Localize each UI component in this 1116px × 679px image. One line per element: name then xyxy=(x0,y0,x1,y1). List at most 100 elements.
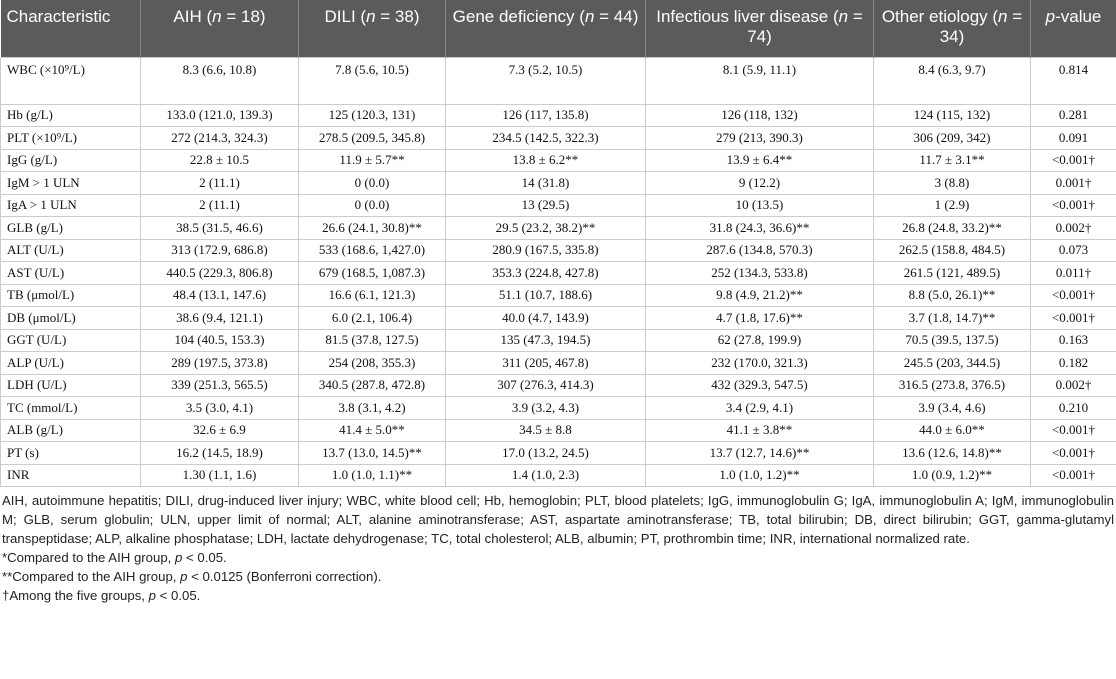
table-cell: 272 (214.3, 324.3) xyxy=(140,126,299,150)
text-segment: n xyxy=(366,7,376,26)
table-cell: 234.5 (142.5, 322.3) xyxy=(445,126,646,150)
table-cell: 280.9 (167.5, 335.8) xyxy=(445,238,646,262)
text-segment: †Among the five groups, xyxy=(2,588,149,603)
table-row: PT (s) 16.2 (14.5, 18.9) 13.7 (13.0, 14.5)… xyxy=(0,441,1116,465)
table-row: TC (mmol/L) 3.5 (3.0, 4.1) 3.8 (3.1, 4.2) 3… xyxy=(0,396,1116,420)
table-cell: 1.0 (1.0, 1.2)** xyxy=(645,463,874,487)
table-cell: 3.9 (3.2, 4.3) xyxy=(445,396,646,420)
table-cell: 3.9 (3.4, 4.6) xyxy=(873,396,1031,420)
row-label: INR xyxy=(0,463,141,487)
row-label: TB (μmol/L) xyxy=(0,283,141,307)
row-label: GLB (g/L) xyxy=(0,216,141,240)
table-cell: 262.5 (158.8, 484.5) xyxy=(873,238,1031,262)
table-cell: <0.001† xyxy=(1030,148,1116,172)
table-cell: 0.002† xyxy=(1030,373,1116,397)
table-cell: 278.5 (209.5, 345.8) xyxy=(298,126,446,150)
table-row: INR 1.30 (1.1, 1.6) 1.0 (1.0, 1.1)** 1.4 (1… xyxy=(0,463,1116,487)
table-cell: 41.4 ± 5.0** xyxy=(298,418,446,442)
row-label: IgM > 1 ULN xyxy=(0,171,141,195)
table-cell: 8.3 (6.6, 10.8) xyxy=(140,56,299,105)
text-segment: < 0.05. xyxy=(155,588,201,603)
row-label: IgG (g/L) xyxy=(0,148,141,172)
header-cell: Characteristic xyxy=(0,0,141,57)
table-cell: 38.5 (31.5, 46.6) xyxy=(140,216,299,240)
table-cell: 7.8 (5.6, 10.5) xyxy=(298,56,446,105)
text-segment: AIH ( xyxy=(173,7,213,26)
table-cell: 311 (205, 467.8) xyxy=(445,351,646,375)
table-cell: 13.9 ± 6.4** xyxy=(645,148,874,172)
table-cell: 0.002† xyxy=(1030,216,1116,240)
row-label: Hb (g/L) xyxy=(0,103,141,127)
header-cell: Other etiology (n = 34) xyxy=(873,0,1031,57)
table-cell: <0.001† xyxy=(1030,306,1116,330)
table-cell: 8.1 (5.9, 11.1) xyxy=(645,56,874,105)
header-cell: p-value xyxy=(1030,0,1116,57)
table-cell: 29.5 (23.2, 38.2)** xyxy=(445,216,646,240)
table-cell: 679 (168.5, 1,087.3) xyxy=(298,261,446,285)
table-cell: 307 (276.3, 414.3) xyxy=(445,373,646,397)
table-cell: 3.4 (2.9, 4.1) xyxy=(645,396,874,420)
text-segment: = 18) xyxy=(221,7,266,26)
table-cell: 31.8 (24.3, 36.6)** xyxy=(645,216,874,240)
table-cell: 17.0 (13.2, 24.5) xyxy=(445,441,646,465)
table-cell: 38.6 (9.4, 121.1) xyxy=(140,306,299,330)
text-segment: *Compared to the AIH group, xyxy=(2,550,176,565)
footnote: *Compared to the AIH group, p < 0.05. xyxy=(2,548,1114,567)
text-segment: Gene deficiency ( xyxy=(452,7,585,26)
table-cell: 13.6 (12.6, 14.8)** xyxy=(873,441,1031,465)
header-row: Characteristic AIH (n = 18) DILI (n = 38) G… xyxy=(0,0,1116,57)
table-cell: 22.8 ± 10.5 xyxy=(140,148,299,172)
text-segment: AIH, autoimmune hepatitis; DILI, drug-in… xyxy=(2,493,1114,546)
table-cell: 287.6 (134.8, 570.3) xyxy=(645,238,874,262)
table-cell: 13.8 ± 6.2** xyxy=(445,148,646,172)
table-row: WBC (×10⁹/L) 8.3 (6.6, 10.8) 7.8 (5.6, 10.… xyxy=(0,56,1116,105)
table-cell: 339 (251.3, 565.5) xyxy=(140,373,299,397)
table-cell: 13.7 (13.0, 14.5)** xyxy=(298,441,446,465)
table-cell: 1.0 (1.0, 1.1)** xyxy=(298,463,446,487)
text-segment: < 0.05. xyxy=(182,550,227,565)
table-cell: 1.0 (0.9, 1.2)** xyxy=(873,463,1031,487)
table-cell: 0.163 xyxy=(1030,328,1116,352)
table-cell: 279 (213, 390.3) xyxy=(645,126,874,150)
table-row: Hb (g/L) 133.0 (121.0, 139.3) 125 (120.3, … xyxy=(0,103,1116,127)
table-row: PLT (×10⁹/L) 272 (214.3, 324.3) 278.5 (209… xyxy=(0,126,1116,150)
text-segment: -value xyxy=(1055,7,1102,26)
row-label: GGT (U/L) xyxy=(0,328,141,352)
table-cell: 9 (12.2) xyxy=(645,171,874,195)
header-cell: Infectious liver disease (n = 74) xyxy=(645,0,874,57)
table-row: TB (μmol/L) 48.4 (13.1, 147.6) 16.6 (6.1, … xyxy=(0,283,1116,307)
table-cell: 81.5 (37.8, 127.5) xyxy=(298,328,446,352)
text-segment: **Compared to the AIH group, xyxy=(2,569,181,584)
table-cell: 0 (0.0) xyxy=(298,171,446,195)
table-cell: 135 (47.3, 194.5) xyxy=(445,328,646,352)
row-label: PLT (×10⁹/L) xyxy=(0,126,141,150)
row-label: LDH (U/L) xyxy=(0,373,141,397)
table-cell: 7.3 (5.2, 10.5) xyxy=(445,56,646,105)
table-cell: 126 (117, 135.8) xyxy=(445,103,646,127)
text-segment: n xyxy=(998,7,1008,26)
table-body: WBC (×10⁹/L) 8.3 (6.6, 10.8) 7.8 (5.6, 10.… xyxy=(0,56,1116,487)
row-label: ALB (g/L) xyxy=(0,418,141,442)
table-row: IgA > 1 ULN 2 (11.1) 0 (0.0) 13 (29.5) 10 (1… xyxy=(0,193,1116,217)
table-row: DB (μmol/L) 38.6 (9.4, 121.1) 6.0 (2.1, 10… xyxy=(0,306,1116,330)
text-segment: = 44) xyxy=(594,7,639,26)
table-cell: 32.6 ± 6.9 xyxy=(140,418,299,442)
footnote: **Compared to the AIH group, p < 0.0125 … xyxy=(2,567,1114,586)
table-cell: 6.0 (2.1, 106.4) xyxy=(298,306,446,330)
table-cell: 11.9 ± 5.7** xyxy=(298,148,446,172)
text-segment: p xyxy=(148,588,156,603)
table-cell: 440.5 (229.3, 806.8) xyxy=(140,261,299,285)
table-cell: 3 (8.8) xyxy=(873,171,1031,195)
header-cell: AIH (n = 18) xyxy=(140,0,299,57)
table-cell: <0.001† xyxy=(1030,441,1116,465)
table-row: ALP (U/L) 289 (197.5, 373.8) 254 (208, 355… xyxy=(0,351,1116,375)
table-cell: 1.30 (1.1, 1.6) xyxy=(140,463,299,487)
table-row: IgG (g/L) 22.8 ± 10.5 11.9 ± 5.7** 13.8 ± 6… xyxy=(0,148,1116,172)
table-cell: 261.5 (121, 489.5) xyxy=(873,261,1031,285)
table-cell: 8.4 (6.3, 9.7) xyxy=(873,56,1031,105)
table-cell: 1 (2.9) xyxy=(873,193,1031,217)
table-cell: 306 (209, 342) xyxy=(873,126,1031,150)
table-cell: 13.7 (12.7, 14.6)** xyxy=(645,441,874,465)
text-segment: Infectious liver disease ( xyxy=(656,7,839,26)
table-cell: 232 (170.0, 321.3) xyxy=(645,351,874,375)
